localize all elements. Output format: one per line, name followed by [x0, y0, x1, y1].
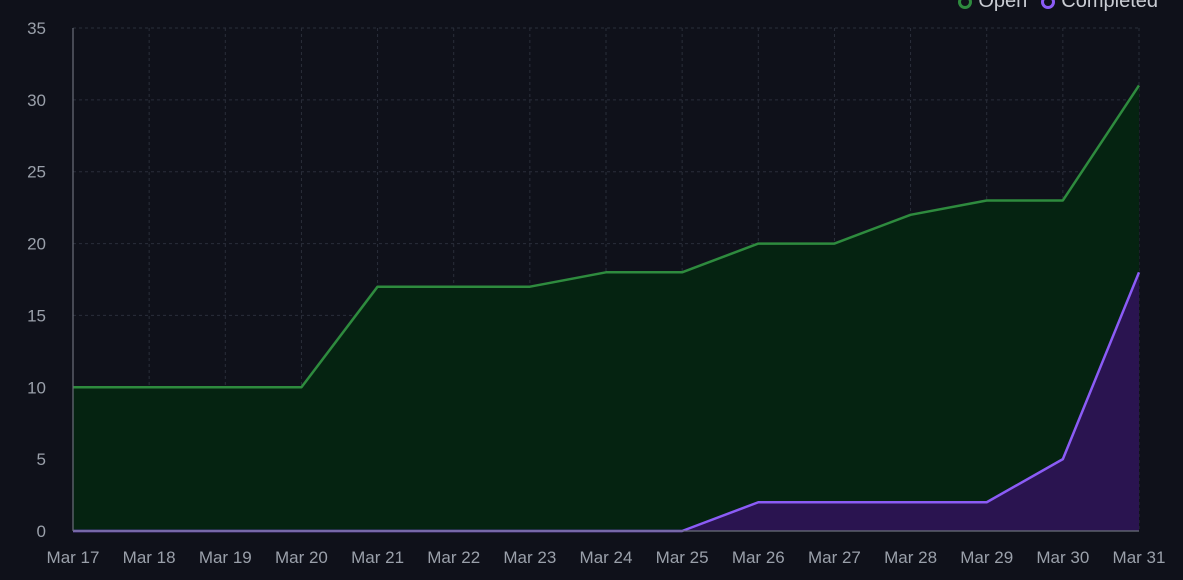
legend-item-open[interactable]: Open	[958, 0, 1027, 13]
y-tick-label: 0	[37, 522, 46, 541]
y-tick-label: 30	[27, 91, 46, 110]
x-tick-label: Mar 17	[47, 548, 100, 567]
x-tick-label: Mar 26	[732, 548, 785, 567]
y-tick-labels: 0 5 10 15 20 25 30 35	[27, 19, 46, 541]
x-tick-label: Mar 23	[503, 548, 556, 567]
x-tick-label: Mar 20	[275, 548, 328, 567]
y-tick-label: 15	[27, 306, 46, 325]
y-tick-label: 10	[27, 378, 46, 397]
legend-label-completed: Completed	[1061, 0, 1158, 12]
y-tick-label: 25	[27, 163, 46, 182]
x-tick-label: Mar 25	[656, 548, 709, 567]
chart-legend: Open Completed	[958, 0, 1158, 13]
open-circle-icon	[958, 0, 973, 9]
x-tick-label: Mar 27	[808, 548, 861, 567]
x-tick-label: Mar 29	[960, 548, 1013, 567]
series-areas	[73, 85, 1139, 532]
area-completed	[73, 272, 1139, 531]
completed-circle-icon	[1041, 0, 1056, 9]
x-tick-label: Mar 18	[123, 548, 176, 567]
legend-label-open: Open	[978, 0, 1028, 12]
x-tick-label: Mar 28	[884, 548, 937, 567]
x-tick-label: Mar 22	[427, 548, 480, 567]
x-tick-label: Mar 21	[351, 548, 404, 567]
x-tick-label: Mar 19	[199, 548, 252, 567]
area-open	[73, 85, 1139, 532]
x-tick-labels: Mar 17 Mar 18 Mar 19 Mar 20 Mar 21 Mar 22 Mar …	[47, 548, 1166, 567]
y-tick-label: 5	[37, 450, 46, 469]
legend-item-completed[interactable]: Completed	[1041, 0, 1158, 13]
line-open[interactable]	[73, 84, 1141, 389]
y-tick-label: 20	[27, 235, 46, 254]
x-tick-label: Mar 31	[1113, 548, 1166, 567]
axes	[72, 28, 1139, 532]
x-tick-label: Mar 24	[580, 548, 633, 567]
y-tick-label: 35	[27, 19, 46, 38]
x-tick-label: Mar 30	[1036, 548, 1089, 567]
